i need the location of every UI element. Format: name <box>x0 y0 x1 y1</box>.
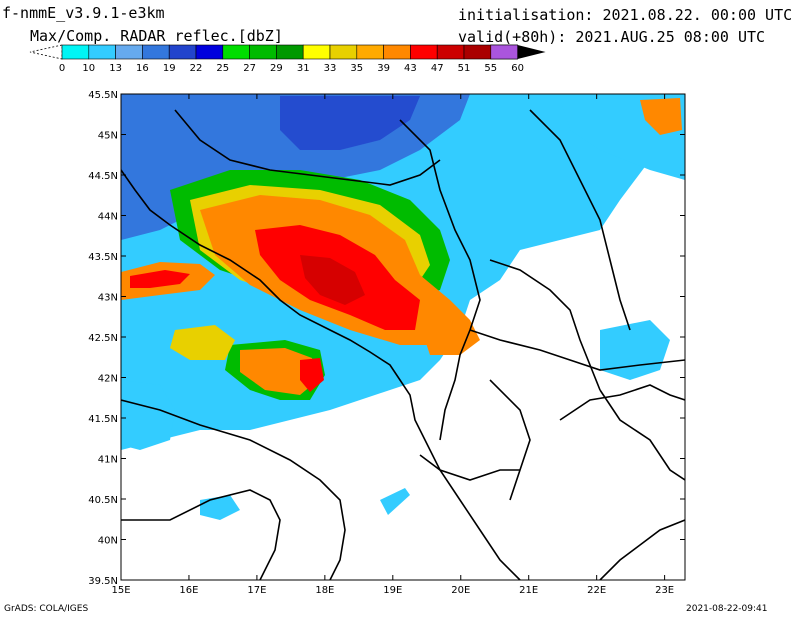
lat-label: 40N <box>98 536 118 547</box>
lon-label: 21E <box>519 585 538 596</box>
echo-adriatic-cell-1-orange <box>240 348 318 395</box>
colorbar-label: 43 <box>404 63 417 74</box>
border-1 <box>399 119 481 441</box>
echo-east-scattered <box>600 320 670 380</box>
colorbar-swatch <box>329 44 358 60</box>
lat-label: 44N <box>98 212 118 223</box>
echo-darkblue-north <box>280 96 420 150</box>
colorbar-label: 35 <box>350 63 363 74</box>
colorbar-swatch <box>302 44 331 60</box>
colorbar-label: 19 <box>163 63 176 74</box>
echo-adriatic-cell-2 <box>170 325 235 360</box>
gulf-coast <box>559 384 685 421</box>
colorbar-swatch <box>168 44 197 60</box>
colorbar-swatch <box>463 44 492 60</box>
colorbar-label: 22 <box>190 63 203 74</box>
colorbar-label: 47 <box>431 63 444 74</box>
lat-label: 43N <box>98 293 118 304</box>
colorbar-high-arrow <box>517 45 546 59</box>
border-5 <box>489 379 531 501</box>
echo-east-cells <box>420 320 480 355</box>
colorbar-swatch <box>88 44 116 60</box>
adriatic-east-coast <box>121 169 521 580</box>
italy-coast <box>121 399 346 580</box>
valid-time: valid(+80h): 2021.AUG.25 08:00 UTC <box>458 28 766 46</box>
lon-label: 19E <box>383 585 402 596</box>
border-4 <box>174 109 441 186</box>
greece-coast <box>599 519 685 580</box>
lat-label: 42.5N <box>88 333 118 344</box>
echo-darkred-core <box>300 255 365 305</box>
colorbar-swatch <box>383 44 411 60</box>
colorbar-swatch <box>356 44 384 60</box>
colorbar-swatch <box>115 44 143 60</box>
colorbar-label: 55 <box>484 63 497 74</box>
colorbar-swatch <box>195 44 224 60</box>
colorbar-swatch <box>276 44 304 60</box>
colorbar-low-arrow <box>29 44 63 60</box>
colorbar: 0 10 13 16 19 22 25 27 29 31 33 35 39 43 47 51 55 60 <box>29 44 546 74</box>
border-7 <box>599 389 685 481</box>
colorbar-label: 39 <box>377 63 390 74</box>
italy-coast-south <box>121 489 281 580</box>
reflectivity-field <box>121 94 685 520</box>
colorbar-swatch <box>249 44 277 60</box>
model-title: f-nmmE_v3.9.1-e3km <box>2 4 165 22</box>
lat-label: 40.5N <box>88 495 118 506</box>
colorbar-label: 16 <box>136 63 149 74</box>
colorbar-label: 31 <box>297 63 310 74</box>
lat-label: 43.5N <box>88 252 118 263</box>
colorbar-label: 0 <box>59 63 65 74</box>
lon-label: 20E <box>451 585 470 596</box>
lat-label: 45.5N <box>88 90 118 101</box>
lat-label: 41N <box>98 455 118 466</box>
lon-label: 17E <box>247 585 266 596</box>
coastlines-borders <box>121 109 685 580</box>
colorbar-label: 10 <box>82 63 95 74</box>
lat-label: 42N <box>98 374 118 385</box>
lon-label: 22E <box>587 585 606 596</box>
colorbar-swatch <box>410 44 438 60</box>
echo-adriatic-cell-1-red <box>300 358 324 392</box>
grads-credit: GrADS: COLA/IGES <box>4 604 89 614</box>
border-2 <box>489 259 601 391</box>
colorbar-label: 25 <box>216 63 229 74</box>
colorbar-swatch <box>61 44 90 60</box>
lat-label: 44.5N <box>88 171 118 182</box>
border-6 <box>529 109 631 331</box>
colorbar-label: 60 <box>511 63 524 74</box>
lat-label: 45N <box>98 131 118 142</box>
colorbar-label: 33 <box>324 63 337 74</box>
colorbar-swatch <box>142 44 170 60</box>
border-8 <box>419 454 520 481</box>
echo-southern-dots <box>200 495 240 520</box>
echo-northeast-orange <box>640 98 682 135</box>
colorbar-label: 13 <box>109 63 122 74</box>
lon-label: 16E <box>179 585 198 596</box>
map-axes: 45.5N 45N 44.5N 44N 43.5N 43N 42.5N 42N 41.5N 41N… <box>88 90 685 596</box>
variable-title: Max/Comp. RADAR reflec.[dbZ] <box>30 27 283 45</box>
lon-label: 23E <box>655 585 674 596</box>
colorbar-swatch <box>490 44 518 60</box>
initialisation-time: initialisation: 2021.08.22. 00:00 UTC <box>458 6 793 24</box>
echo-southern-streak <box>380 488 410 515</box>
colorbar-label: 51 <box>458 63 471 74</box>
colorbar-label: 29 <box>270 63 283 74</box>
lat-label: 39.5N <box>88 576 118 587</box>
lat-label: 41.5N <box>88 414 118 425</box>
echo-adriatic-cell-3 <box>121 380 175 450</box>
echo-west-cell-core <box>130 270 190 288</box>
lon-label: 18E <box>315 585 334 596</box>
border-3 <box>469 329 685 371</box>
lon-label: 15E <box>111 585 130 596</box>
colorbar-swatch <box>222 44 250 60</box>
colorbar-swatch <box>436 44 465 60</box>
plot-timestamp: 2021-08-22-09:41 <box>686 604 768 614</box>
colorbar-label: 27 <box>243 63 256 74</box>
